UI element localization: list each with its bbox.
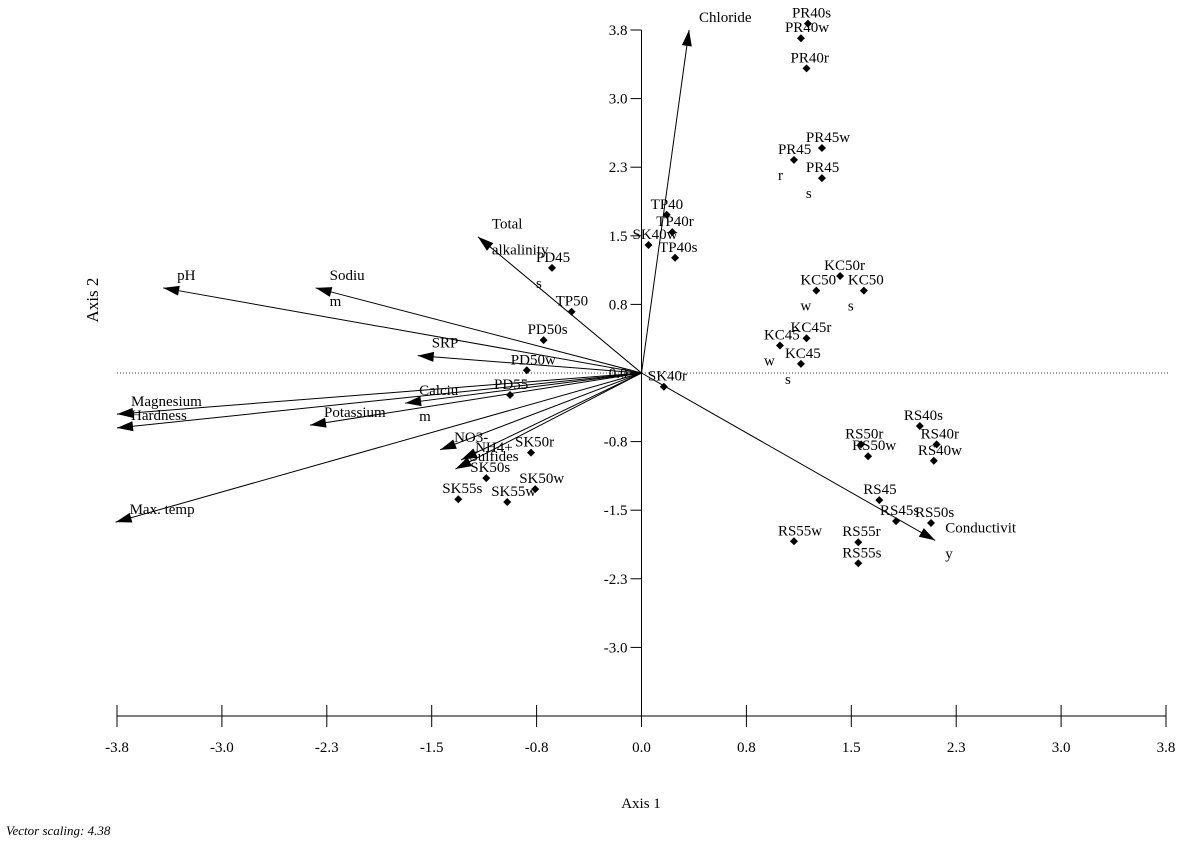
x-tick-label: -0.8 (525, 740, 549, 756)
y-tick-label: -3.0 (604, 640, 628, 656)
vector-label-line: Calciu (419, 383, 459, 399)
vector-label: Chloride (699, 10, 752, 26)
vector-label: Potassium (324, 405, 386, 421)
point-label: RS40w (918, 443, 962, 459)
point-label: SK50s (470, 460, 510, 476)
arrow-head (919, 528, 935, 540)
x-axis-title: Axis 1 (621, 796, 661, 812)
point-label: PD45 s (536, 250, 570, 292)
point-label-line: s (848, 299, 854, 315)
vector-label-line: Total (492, 217, 523, 233)
vector-label: Conductivit y (945, 520, 1017, 562)
point-label: SK55w (491, 484, 536, 500)
y-tick-label: 0.8 (609, 297, 628, 313)
point-label: KC50r (824, 258, 865, 274)
point-label: PD50s (528, 322, 568, 338)
point-label-line: PD45 (536, 250, 570, 266)
vector-label-line: m (419, 409, 431, 425)
vector-label: pH (177, 268, 196, 284)
y-tick-label: -0.8 (604, 435, 628, 451)
point-label: RS50w (852, 438, 896, 454)
vector-label-line: Conductivit (945, 520, 1017, 536)
arrow-head (682, 30, 692, 47)
y-tick-label: 3.8 (609, 23, 628, 39)
vector-label: Max. temp (130, 502, 195, 518)
point-label: RS45s (880, 503, 919, 519)
y-tick-label: -1.5 (604, 503, 628, 519)
y-tick-label: 3.0 (609, 92, 628, 108)
point-label-line: s (536, 276, 542, 292)
point-label-line: KC50 (848, 273, 884, 289)
vector-label-line: Sodiu (330, 268, 366, 284)
point-label: RS50s (915, 505, 954, 521)
page: Axis 1 Axis 2 Vector scaling: 4.38 -3.8 -… (0, 0, 1193, 844)
point-label: SK55s (442, 481, 482, 497)
point-label-line: KC45 (785, 346, 821, 362)
point-label: PD50w (511, 352, 556, 368)
x-tick-label: -3.0 (210, 740, 234, 756)
x-tick-label: 0.8 (737, 740, 756, 756)
footnote: Vector scaling: 4.38 (6, 823, 111, 838)
point-label: SK40w (632, 227, 677, 243)
point-label-line: s (806, 186, 812, 202)
point-label-line: r (778, 168, 783, 184)
point-label: KC50 w (800, 273, 836, 315)
y-tick-label: 2.3 (609, 160, 628, 176)
point-label: PR40s (792, 6, 831, 22)
y-tick-label: 1.5 (609, 229, 628, 245)
chart: Axis 1 Axis 2 Vector scaling: 4.38 -3.8 -… (0, 0, 1193, 844)
point-label: TP50 (556, 294, 589, 310)
point-label: RS40r (921, 426, 959, 442)
point-label: PD55 (494, 377, 528, 393)
x-tick-label: 0.0 (632, 740, 651, 756)
arrow-head (418, 352, 434, 362)
x-tick-label: 3.0 (1052, 740, 1071, 756)
point-label-line: w (800, 299, 811, 315)
vector-label: Calciu m (419, 383, 459, 425)
y-axis-title: Axis 2 (83, 278, 102, 323)
vector-label-line: y (945, 546, 953, 562)
point-label-line: s (785, 372, 791, 388)
point-label-line: KC50 (800, 273, 836, 289)
vector-label: Hardness (131, 408, 187, 424)
x-tick-label: -1.5 (420, 740, 444, 756)
point-label-line: KC45 (764, 328, 800, 344)
point-label: RS55w (778, 523, 822, 539)
arrow-head (163, 286, 180, 296)
point-label: PR40r (791, 50, 829, 66)
point-label: KC50 s (848, 273, 884, 315)
point-label-line: PR45 (778, 142, 811, 158)
x-tick-label: 2.3 (947, 740, 966, 756)
x-tick-label: -3.8 (105, 740, 129, 756)
point-label: KC45 s (785, 346, 821, 388)
vector-label-line: m (330, 294, 342, 310)
vector-label: Sodiu m (330, 268, 366, 310)
point-label: RS40s (904, 408, 943, 424)
point-label: RS45 (863, 482, 896, 498)
point-label: RS55r (842, 524, 880, 540)
x-tick-label: 3.8 (1157, 740, 1176, 756)
point-label: SK50r (515, 435, 554, 451)
point-label-line: w (764, 354, 775, 370)
point-label: PR40w (785, 20, 829, 36)
point-label: PR45w (806, 130, 850, 146)
y-tick-label: -2.3 (604, 572, 628, 588)
point-label: RS55s (842, 545, 881, 561)
point-label-line: PR45 (806, 160, 839, 176)
x-tick-label: 1.5 (842, 740, 861, 756)
point-label: TP40 (651, 197, 684, 213)
point-label: SK40r (648, 369, 687, 385)
vector-label: SRP (432, 336, 459, 352)
x-tick-label: -2.3 (315, 740, 339, 756)
